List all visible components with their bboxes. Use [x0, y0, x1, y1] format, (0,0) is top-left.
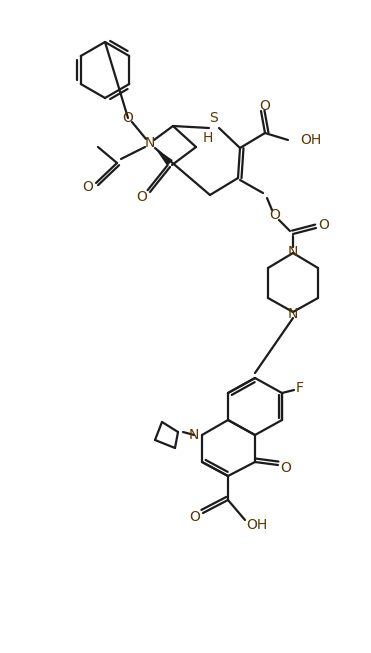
Text: O: O — [190, 510, 200, 524]
Text: H: H — [203, 131, 213, 145]
Text: OH: OH — [300, 133, 321, 147]
Text: O: O — [280, 461, 292, 475]
Text: O: O — [270, 208, 280, 222]
Text: N: N — [288, 307, 298, 321]
Text: N: N — [189, 428, 199, 442]
Text: N: N — [288, 245, 298, 259]
Text: N: N — [145, 136, 155, 150]
Text: O: O — [319, 218, 329, 232]
Text: O: O — [122, 111, 134, 125]
Text: S: S — [210, 111, 219, 125]
Polygon shape — [155, 148, 173, 166]
Text: OH: OH — [246, 518, 267, 532]
Text: O: O — [260, 99, 270, 113]
Text: O: O — [137, 190, 147, 204]
Text: F: F — [296, 381, 304, 395]
Text: O: O — [83, 180, 93, 194]
